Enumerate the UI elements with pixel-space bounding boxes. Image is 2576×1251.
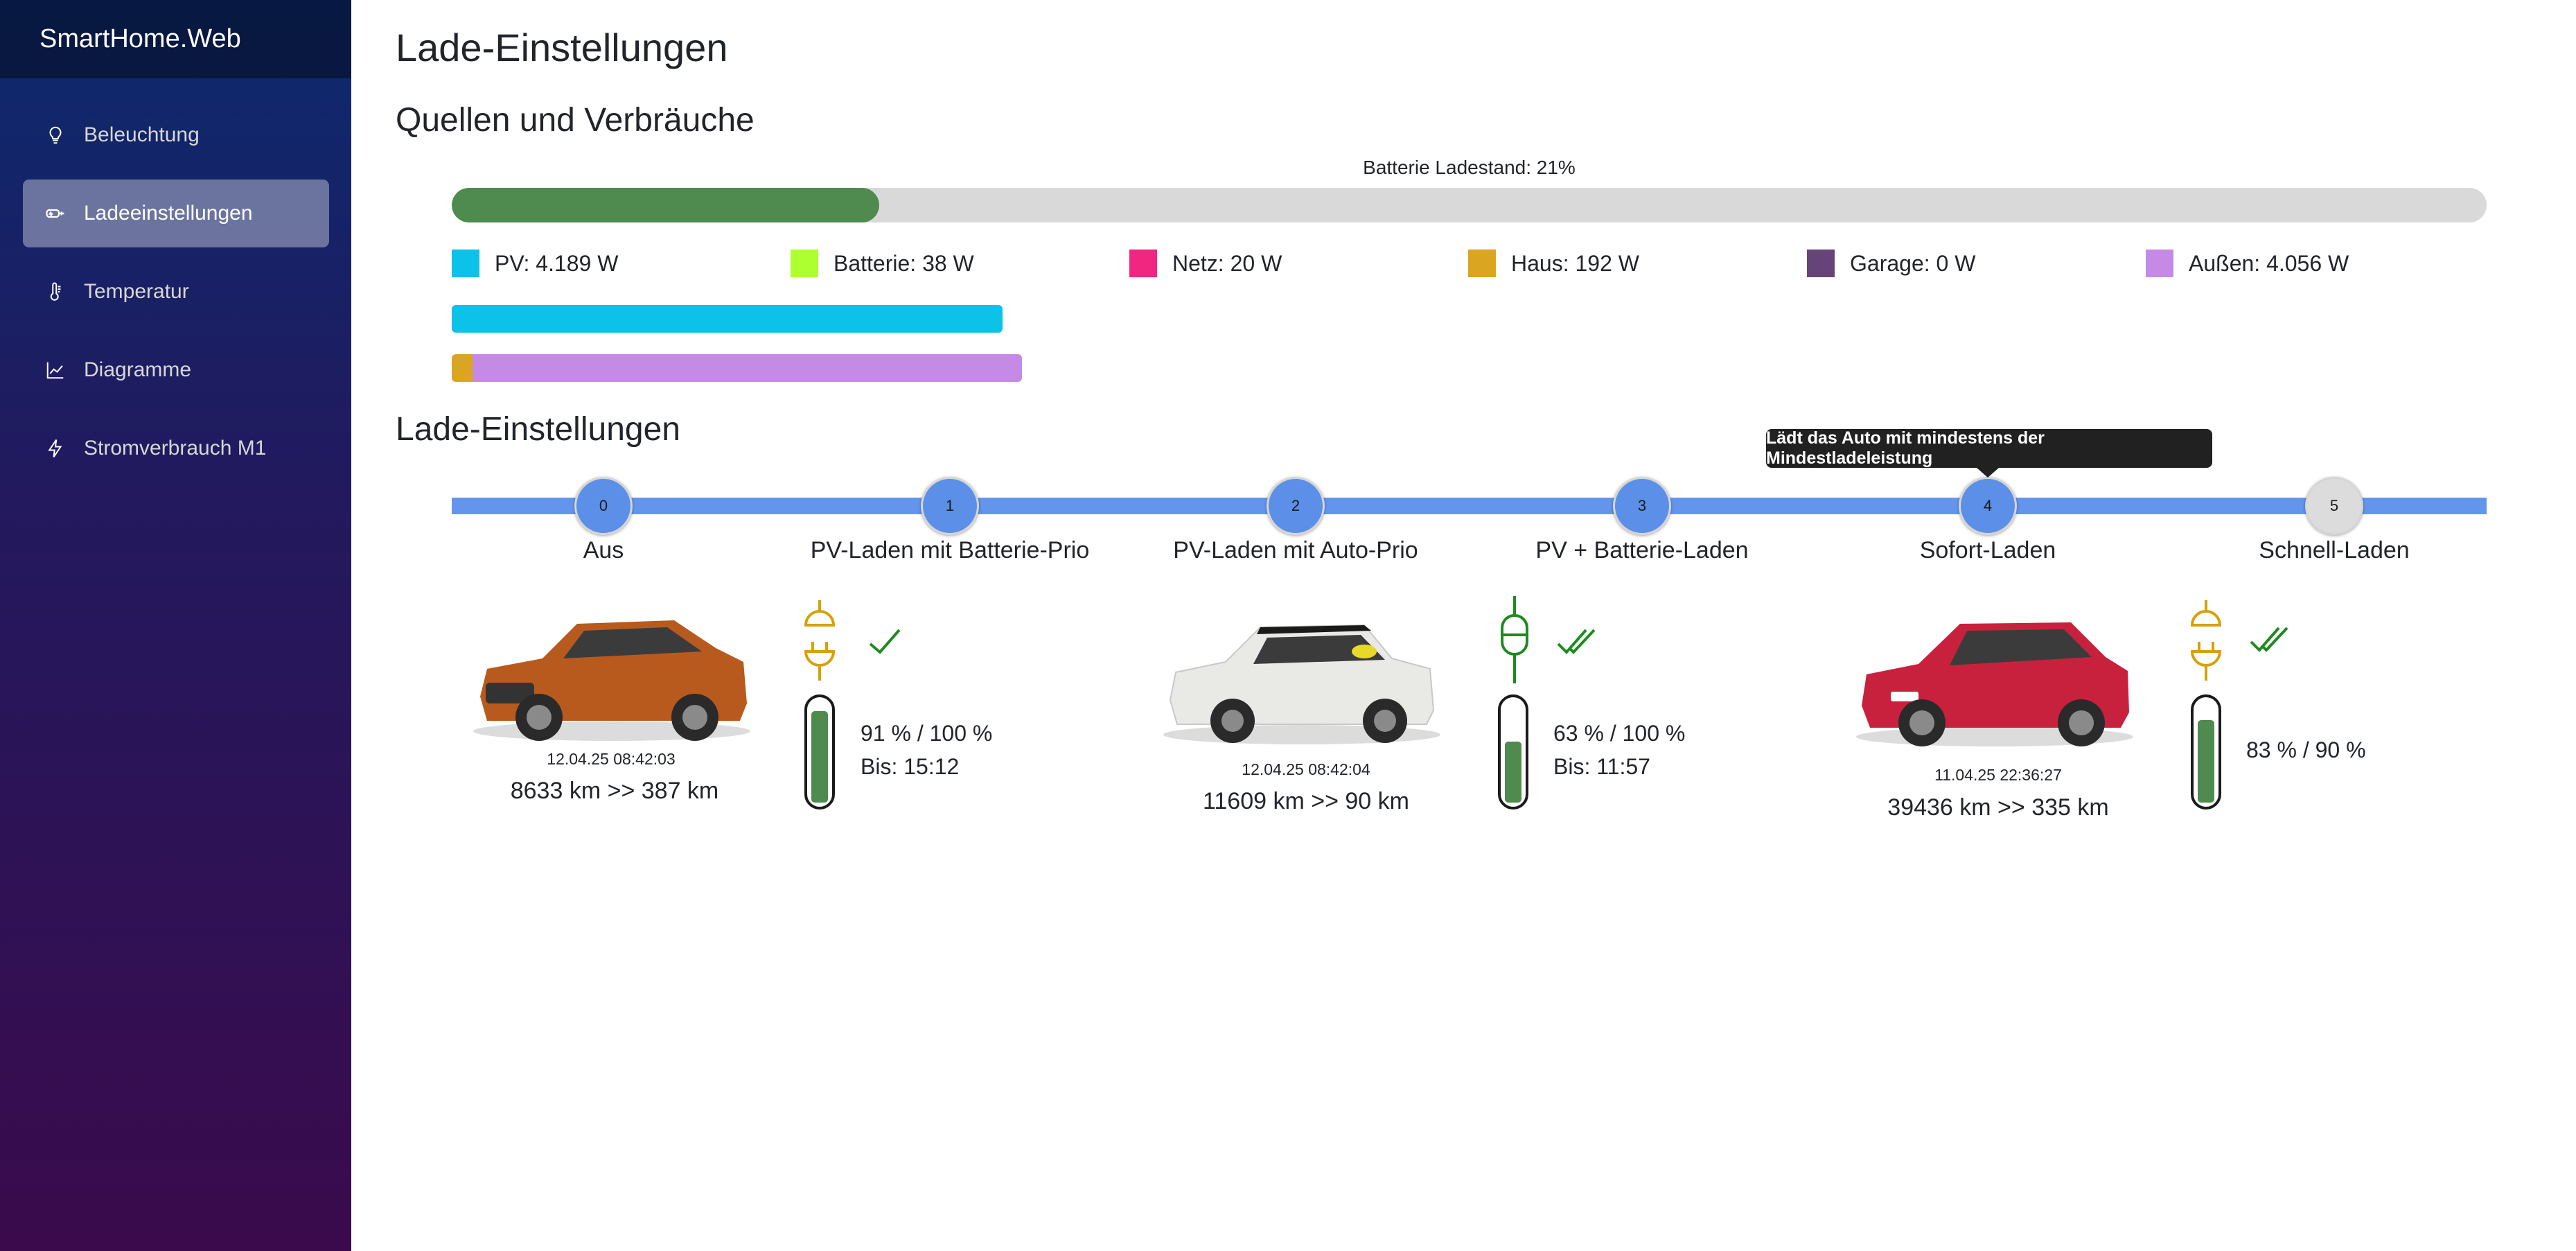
charge-mode-tooltip: Lädt das Auto mit mindestens der Mindest… [1766,428,2212,478]
legend-item-garage: Garage: 0 W [1807,250,1975,277]
charge-mode-label-2[interactable]: PV-Laden mit Auto-Prio [1173,537,1418,563]
car-1-soc-gauge [804,694,835,810]
charge-settings-heading: Lade-Einstellungen [396,411,680,448]
charge-mode-step-0[interactable]: 0 [574,477,633,535]
car-3-mileage-range: 39436 km >> 335 km [1887,794,2109,821]
battery-level-bar [452,188,2487,222]
charge-mode-step-5[interactable]: 5 [2305,477,2363,535]
car-1-mileage-range: 8633 km >> 387 km [510,778,719,804]
legend-label: Batterie: 38 W [833,250,974,276]
step-number: 1 [945,497,955,514]
sidebar-item-stromverbrauch-m1[interactable]: Stromverbrauch M1 [23,414,329,482]
page-title: Lade-Einstellungen [396,26,728,69]
lightbulb-icon [44,123,67,147]
car-image-mini-white [1163,624,1440,744]
legend-swatch [791,250,818,277]
sidebar-item-beleuchtung[interactable]: Beleuchtung [23,101,329,169]
plug-connected-icon [1501,596,1528,683]
car-1-soc-text: 91 % / 100 % [861,721,993,746]
legend-item-netz: Netz: 20 W [1129,250,1282,277]
sidebar-item-ladeeinstellungen[interactable]: Ladeeinstellungen [23,180,329,247]
legend-swatch [2146,250,2173,277]
legend-item-haus: Haus: 192 W [1468,250,1639,277]
sidebar-item-diagramme[interactable]: Diagramme [23,336,329,404]
haus-consumption-bar [452,354,474,382]
car-3-soc-fill [2198,719,2214,803]
charge-mode-step-1[interactable]: 1 [921,477,979,535]
app-title[interactable]: SmartHome.Web [39,24,241,53]
charge-mode-slider-track[interactable] [452,498,2487,514]
sidebar-item-label: Stromverbrauch M1 [84,437,267,460]
legend-swatch [1807,250,1835,277]
step-number: 3 [1637,497,1647,514]
sidebar-item-label: Ladeeinstellungen [84,202,253,225]
sidebar-item-label: Temperatur [84,280,189,303]
lightning-icon [44,437,67,460]
car-2-soc-fill [1505,742,1521,803]
check-icon [869,629,901,654]
legend-swatch [452,250,479,277]
charge-mode-label-1[interactable]: PV-Laden mit Batterie-Prio [810,537,1090,563]
car-1-soc-fill [811,711,828,803]
pv-source-bar [452,305,1003,333]
charge-mode-step-3[interactable]: 3 [1613,477,1671,535]
car-2-until-text: Bis: 11:57 [1553,754,1650,779]
double-check-icon [1557,629,1596,654]
ev-charging-icon [44,202,67,225]
legend-item-aussen: Außen: 4.056 W [2146,250,2349,277]
car-3-soc-text: 83 % / 90 % [2246,737,2366,762]
legend-label: PV: 4.189 W [495,250,619,276]
brand-bar: SmartHome.Web [0,0,351,78]
charge-mode-step-2[interactable]: 2 [1267,477,1325,535]
sidebar-item-label: Beleuchtung [84,123,200,146]
car-image-suv-orange [473,620,750,741]
car-2-soc-gauge [1498,694,1528,810]
car-2-soc-text: 63 % / 100 % [1553,721,1686,746]
sidebar: SmartHome.Web Beleuchtung Ladeeinstellun… [0,0,351,1251]
car-3-soc-gauge [2191,694,2221,810]
sidebar-item-label: Diagramme [84,358,192,381]
step-number: 2 [1291,497,1300,514]
step-number: 0 [599,497,608,514]
car-1-timestamp: 12.04.25 08:42:03 [547,750,676,768]
charge-mode-label-5[interactable]: Schnell-Laden [2259,537,2410,563]
legend-label: Haus: 192 W [1511,250,1639,276]
legend-swatch [1468,250,1496,277]
charge-mode-label-0[interactable]: Aus [583,537,624,563]
legend-label: Garage: 0 W [1850,250,1976,276]
plug-disconnected-icon [804,600,836,681]
legend-item-batterie: Batterie: 38 W [791,250,974,277]
thermometer-icon [44,280,67,304]
car-2-timestamp: 12.04.25 08:42:04 [1242,760,1370,778]
charge-mode-label-3[interactable]: PV + Batterie-Laden [1535,537,1749,563]
charge-mode-label-4[interactable]: Sofort-Laden [1919,537,2056,563]
step-number: 4 [1983,497,1993,514]
charge-mode-step-4[interactable]: 4 [1959,477,2017,535]
step-number: 5 [2329,497,2339,514]
sidebar-item-temperatur[interactable]: Temperatur [23,258,329,326]
double-check-icon [2250,627,2288,652]
car-1-until-text: Bis: 15:12 [861,754,960,779]
car-image-suv-red [1856,622,2133,746]
legend-label: Netz: 20 W [1172,250,1282,276]
legend-item-pv: PV: 4.189 W [452,250,618,277]
aussen-consumption-bar [473,354,1022,382]
legend-label: Außen: 4.056 W [2189,250,2349,276]
main-content: Lade-Einstellungen Quellen und Verbräuch… [351,0,2576,1251]
sources-heading: Quellen und Verbräuche [396,102,755,139]
battery-level-fill [452,188,879,222]
battery-level-label: Batterie Ladestand: 21% [1363,157,1576,178]
plug-disconnected-icon [2190,600,2222,681]
car-2-mileage-range: 11609 km >> 90 km [1203,788,1409,814]
legend-swatch [1129,250,1157,277]
chart-line-icon [44,358,67,382]
car-3-timestamp: 11.04.25 22:36:27 [1934,766,2062,784]
